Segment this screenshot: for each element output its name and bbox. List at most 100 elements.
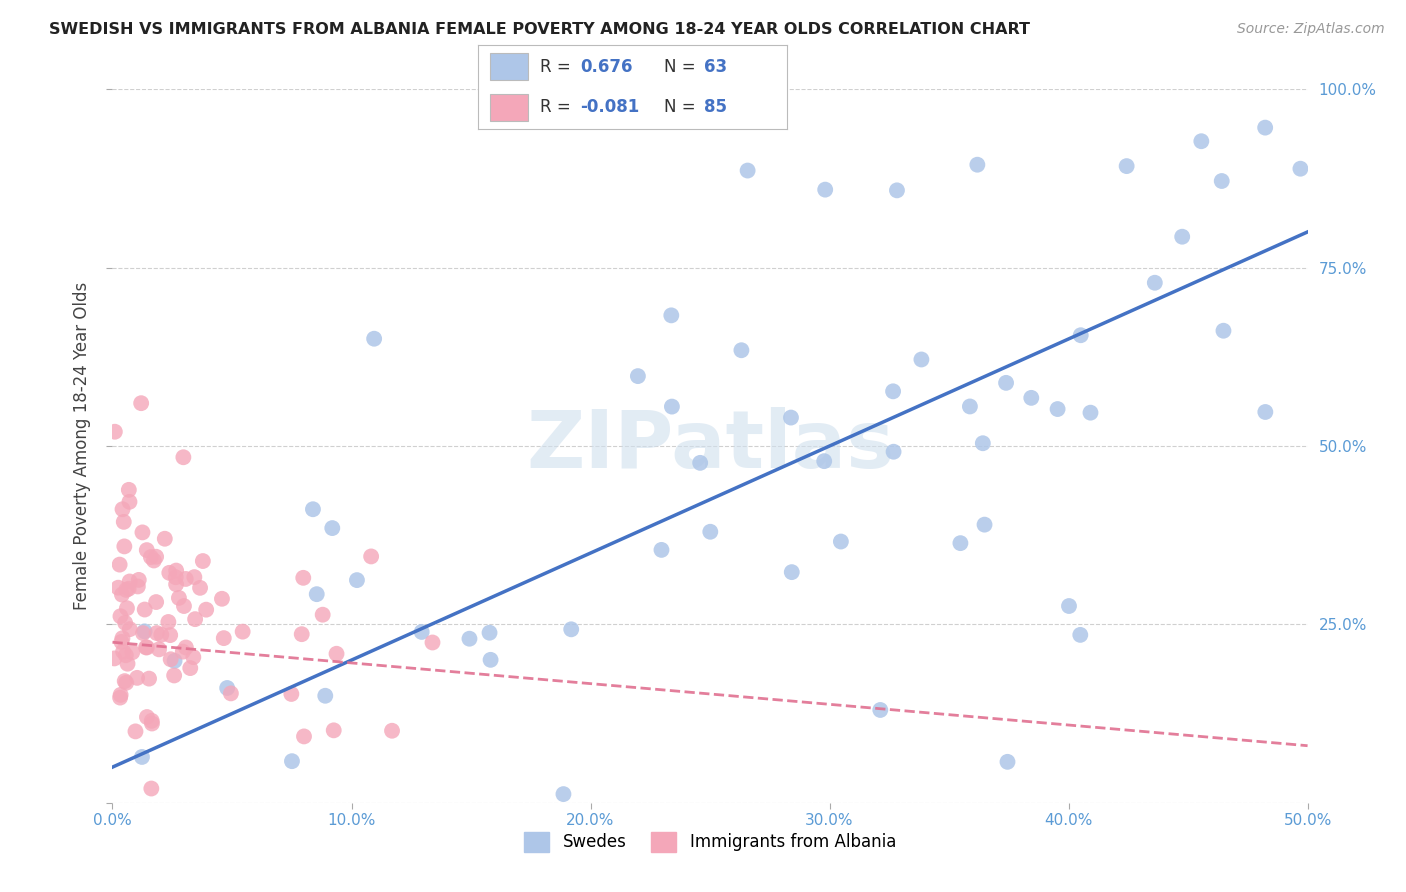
Point — [145, 549, 167, 564]
Point — [103, 651, 125, 665]
Point — [135, 640, 157, 655]
Point — [212, 631, 235, 645]
Point — [121, 645, 143, 659]
Point — [458, 632, 481, 646]
Point — [131, 750, 153, 764]
Point — [118, 574, 141, 589]
Point — [737, 163, 759, 178]
Point — [280, 687, 302, 701]
Point — [959, 400, 981, 414]
Point — [145, 626, 167, 640]
Point — [111, 502, 134, 516]
Point — [478, 625, 501, 640]
Point — [780, 410, 803, 425]
Y-axis label: Female Poverty Among 18-24 Year Olds: Female Poverty Among 18-24 Year Olds — [73, 282, 91, 610]
Point — [292, 571, 315, 585]
Point — [174, 640, 197, 655]
Point — [217, 681, 239, 695]
Text: 63: 63 — [704, 58, 727, 76]
Point — [153, 532, 176, 546]
Point — [127, 671, 149, 685]
Point — [141, 714, 163, 728]
Point — [627, 369, 650, 384]
Point — [886, 183, 908, 197]
Point — [1254, 120, 1277, 135]
Point — [112, 644, 135, 658]
Text: N =: N = — [664, 58, 700, 76]
Point — [1115, 159, 1137, 173]
Point — [104, 425, 127, 439]
Point — [118, 495, 141, 509]
Point — [141, 781, 163, 796]
Point — [138, 672, 160, 686]
Point — [107, 581, 129, 595]
Point — [184, 612, 207, 626]
Point — [689, 456, 711, 470]
Point — [882, 384, 904, 399]
Point — [114, 674, 136, 689]
Point — [165, 577, 187, 591]
Point — [322, 723, 344, 738]
Point — [157, 615, 180, 629]
Point — [141, 716, 163, 731]
Point — [411, 624, 433, 639]
Point — [112, 540, 135, 554]
Text: 85: 85 — [704, 98, 727, 116]
Point — [1212, 324, 1234, 338]
Point — [142, 553, 165, 567]
Point — [995, 376, 1018, 390]
FancyBboxPatch shape — [491, 94, 527, 120]
Point — [181, 650, 204, 665]
Point — [188, 581, 211, 595]
Point — [997, 755, 1019, 769]
Point — [814, 183, 837, 197]
Text: ZIPatlas: ZIPatlas — [526, 407, 894, 485]
Point — [1171, 229, 1194, 244]
Point — [108, 558, 131, 572]
Point — [883, 444, 905, 458]
Point — [1057, 599, 1080, 613]
Point — [115, 675, 138, 690]
Point — [124, 724, 146, 739]
Point — [135, 543, 157, 558]
Point — [1211, 174, 1233, 188]
Point — [869, 703, 891, 717]
Point — [110, 688, 132, 702]
Point — [1189, 134, 1212, 148]
Point — [134, 624, 156, 639]
Point — [159, 628, 181, 642]
Point — [292, 730, 315, 744]
Point — [163, 668, 186, 682]
Point — [132, 626, 155, 640]
Point — [172, 450, 194, 465]
Point — [302, 502, 325, 516]
Point — [150, 628, 173, 642]
Point — [1046, 402, 1069, 417]
Point — [157, 566, 180, 580]
Point — [363, 332, 385, 346]
Point — [730, 343, 752, 358]
Point — [381, 723, 404, 738]
Point — [321, 521, 343, 535]
Point — [312, 607, 335, 622]
Point — [139, 550, 162, 565]
Point — [291, 627, 314, 641]
Point — [191, 554, 214, 568]
Point — [134, 602, 156, 616]
Text: R =: R = — [540, 98, 576, 116]
Point — [228, 866, 250, 880]
Text: 0.676: 0.676 — [581, 58, 633, 76]
Point — [179, 661, 201, 675]
Point — [1254, 405, 1277, 419]
Point — [118, 483, 141, 497]
Point — [112, 515, 135, 529]
Point — [346, 573, 368, 587]
Point — [117, 582, 139, 596]
Point — [780, 565, 803, 579]
Point — [966, 158, 988, 172]
Point — [127, 579, 149, 593]
Point — [650, 542, 672, 557]
Point — [661, 400, 683, 414]
Point — [173, 599, 195, 613]
Point — [115, 601, 138, 615]
